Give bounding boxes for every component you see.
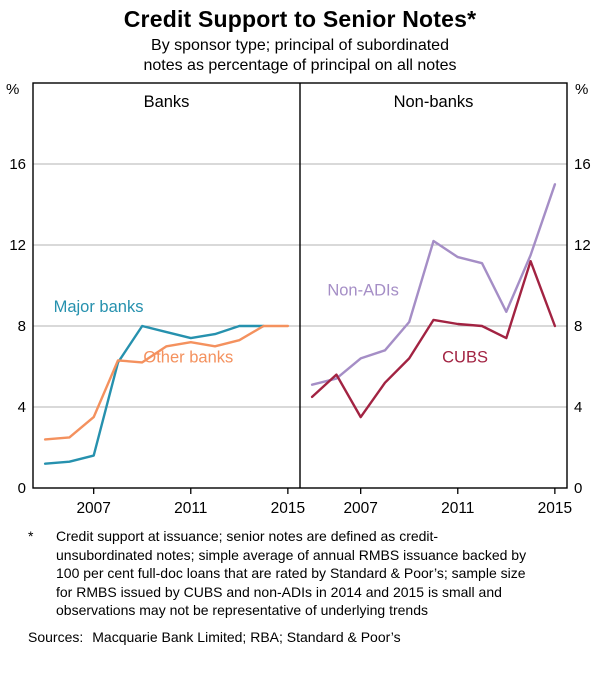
series-label-non-adis: Non-ADIs [327,282,399,300]
ytick-left-16: 16 [9,156,26,173]
sources-label: Sources: [28,629,84,646]
chart-subtitle-line1: By sponsor type; principal of subordinat… [151,37,449,54]
ytick-right-12: 12 [574,237,591,254]
chart-subtitle-line2: notes as percentage of principal on all … [143,57,457,74]
ytick-left-8: 8 [18,318,26,335]
ytick-right-8: 8 [574,318,582,335]
footnote-text: Credit support at issuance; senior notes… [56,528,527,619]
series-label-major-banks: Major banks [54,298,144,316]
xtick-label-2011: 2011 [174,500,207,517]
xtick-label-2007: 2007 [343,500,377,517]
series-line-cubs [310,259,557,419]
ytick-right-0: 0 [574,480,582,497]
xtick-label-2011: 2011 [441,500,474,517]
ytick-left-4: 4 [18,399,26,416]
ytick-right-16: 16 [574,156,591,173]
chart-subtitle: By sponsor type; principal of subordinat… [0,36,600,76]
ytick-left-12: 12 [9,237,26,254]
chart-title: Credit Support to Senior Notes* [123,6,477,32]
xtick-label-2007: 2007 [76,500,110,517]
xtick-label-2015: 2015 [538,500,572,517]
ytick-right-4: 4 [574,399,582,416]
series-line-major-banks [43,324,265,465]
chart-canvas: 0 0 4 4 8 8 12 12 16 16% % 2007 2011 2015 2007 2011 2015… [6,81,591,517]
sources-text: Macquarie Bank Limited; RBA; Standard & … [92,629,401,646]
series-line-non-adis [310,183,557,386]
panel-title-banks: Banks [144,93,190,111]
footnote: * Credit support at issuance; senior not… [0,527,600,620]
xtick-label-2015: 2015 [271,500,305,517]
series-line-other-banks [43,324,290,441]
series-label-other-banks: Other banks [143,348,233,366]
unit-label-left: % [6,81,19,98]
unit-label-right: % [575,81,588,98]
ytick-left-0: 0 [18,480,26,497]
sources-line: Sources: Macquarie Bank Limited; RBA; Sta… [0,629,600,645]
footnote-marker: * [28,528,34,544]
panel-title-non-banks: Non-banks [394,93,474,111]
series-label-cubs: CUBS [442,348,488,366]
